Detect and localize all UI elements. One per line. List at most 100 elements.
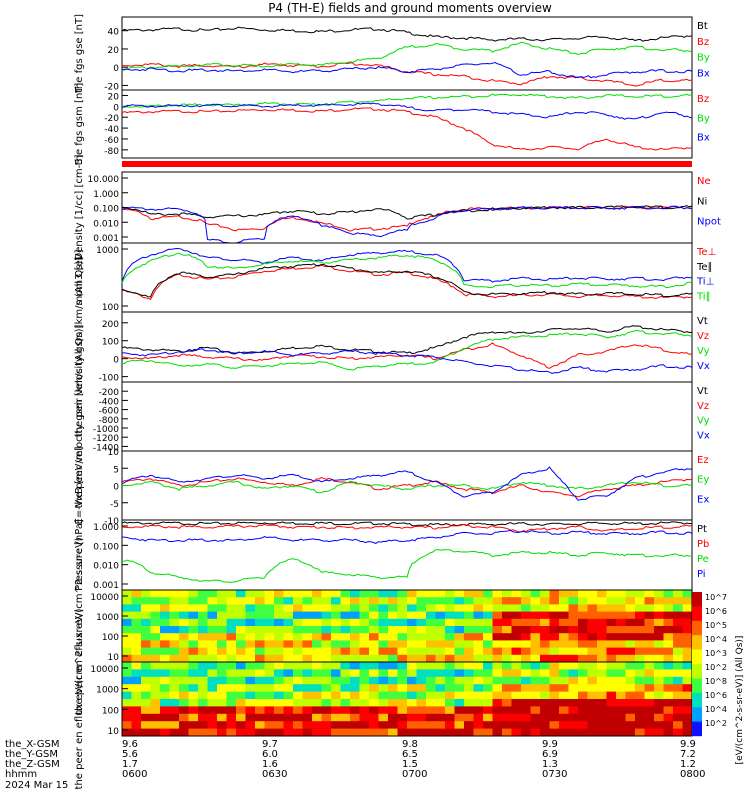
heatmap-cell bbox=[388, 618, 398, 627]
footer-value: 5.6 bbox=[122, 749, 138, 760]
colorbar-swatch bbox=[692, 649, 702, 665]
heatmap-cell bbox=[122, 691, 132, 700]
heatmap-cell bbox=[473, 618, 484, 627]
heatmap-cell bbox=[302, 728, 313, 737]
heatmap-cell bbox=[597, 721, 607, 730]
panel-frame bbox=[121, 89, 693, 159]
heatmap-cell bbox=[587, 721, 598, 730]
heatmap-cell bbox=[236, 669, 246, 678]
heatmap-cell bbox=[169, 597, 180, 605]
heatmap-cell bbox=[359, 626, 370, 634]
heatmap-cell bbox=[293, 611, 303, 620]
y-tick-label: 0.010 bbox=[93, 219, 119, 229]
heatmap-cell bbox=[473, 640, 484, 649]
series-Bz bbox=[121, 62, 693, 87]
heatmap-cell bbox=[616, 590, 626, 598]
heatmap-cell bbox=[302, 684, 313, 693]
heatmap-cell bbox=[217, 728, 227, 737]
heatmap-cell bbox=[312, 604, 322, 613]
heatmap-cell bbox=[264, 611, 275, 620]
heatmap-cell bbox=[578, 684, 588, 693]
heatmap-cell bbox=[511, 590, 522, 598]
heatmap-cell bbox=[416, 626, 427, 634]
heatmap-cell bbox=[540, 647, 550, 656]
heatmap-cell bbox=[464, 691, 474, 700]
heatmap-cell bbox=[435, 611, 446, 620]
heatmap-cell bbox=[350, 662, 360, 670]
y-axis-label: the peer velocity gsm [km/s (All Qs)] bbox=[74, 324, 85, 508]
heatmap-cell bbox=[483, 676, 493, 685]
panel-7: Pressure [nPa] bbox=[74, 519, 693, 591]
heatmap-cell bbox=[663, 618, 674, 627]
heatmap-cell bbox=[454, 699, 465, 707]
heatmap-cell bbox=[350, 706, 360, 715]
heatmap-cell bbox=[682, 626, 693, 634]
heatmap-cell bbox=[131, 626, 142, 634]
heatmap-cell bbox=[131, 633, 142, 641]
heatmap-cell bbox=[264, 618, 275, 627]
heatmap-cell bbox=[492, 721, 503, 730]
heatmap-cell bbox=[369, 713, 379, 722]
heatmap-cell bbox=[616, 654, 626, 663]
heatmap-cell bbox=[312, 626, 322, 634]
heatmap-cell bbox=[597, 618, 607, 627]
legend-Vz: Vz bbox=[697, 331, 709, 342]
heatmap-cell bbox=[188, 691, 199, 700]
y-tick-label: 20 bbox=[108, 92, 120, 102]
heatmap-cell bbox=[388, 640, 398, 649]
heatmap-cell bbox=[492, 728, 503, 737]
heatmap-cell bbox=[483, 713, 493, 722]
heatmap-cell bbox=[445, 684, 455, 693]
heatmap-cell bbox=[435, 590, 446, 598]
heatmap-cell bbox=[255, 706, 265, 715]
heatmap-cell bbox=[521, 713, 531, 722]
heatmap-cell bbox=[245, 626, 256, 634]
heatmap-cell bbox=[635, 706, 645, 715]
heatmap-cell bbox=[331, 654, 341, 663]
heatmap-cell bbox=[179, 633, 189, 641]
heatmap-cell bbox=[407, 654, 417, 663]
heatmap-cell bbox=[321, 654, 332, 663]
y-axis-label: E=-VxB [mV/m] bbox=[74, 446, 85, 524]
heatmap-cell bbox=[293, 633, 303, 641]
y-tick-label: 1000 bbox=[96, 686, 119, 696]
heatmap-cell bbox=[359, 618, 370, 627]
heatmap-cell bbox=[141, 713, 151, 722]
heatmap-cell bbox=[473, 647, 484, 656]
heatmap-cell bbox=[625, 721, 636, 730]
heatmap-cell bbox=[179, 618, 189, 627]
y-tick-label: -5 bbox=[110, 500, 119, 510]
heatmap-cell bbox=[435, 633, 446, 641]
y-tick-label: -80 bbox=[104, 147, 119, 157]
heatmap-cell bbox=[530, 604, 541, 613]
heatmap-cell bbox=[141, 604, 151, 613]
heatmap-cell bbox=[426, 640, 436, 649]
heatmap-cell bbox=[217, 597, 227, 605]
heatmap-cell bbox=[198, 597, 208, 605]
heatmap-cell bbox=[416, 604, 427, 613]
heatmap-cell bbox=[150, 611, 161, 620]
panel-6: E=-VxB [mV/m] bbox=[74, 446, 693, 525]
heatmap-cell bbox=[625, 684, 636, 693]
heatmap-cell bbox=[559, 604, 569, 613]
series-Te∥ bbox=[121, 263, 693, 298]
heatmap-cell bbox=[359, 699, 370, 707]
heatmap-cell bbox=[540, 640, 550, 649]
heatmap-cell bbox=[540, 713, 550, 722]
heatmap-cell bbox=[198, 669, 208, 678]
panel-3: mom3 [eV] bbox=[74, 242, 693, 313]
heatmap-cell bbox=[302, 597, 313, 605]
heatmap-cell bbox=[426, 699, 436, 707]
heatmap-cell bbox=[625, 676, 636, 685]
heatmap-cell bbox=[131, 699, 142, 707]
heatmap-cell bbox=[236, 721, 246, 730]
heatmap-cell bbox=[654, 713, 664, 722]
heatmap-cell bbox=[407, 597, 417, 605]
heatmap-cell bbox=[426, 669, 436, 678]
heatmap-cell bbox=[312, 721, 322, 730]
series-Vt bbox=[121, 325, 693, 355]
heatmap-cell bbox=[321, 662, 332, 670]
heatmap-cell bbox=[454, 640, 465, 649]
heatmap-cell bbox=[255, 713, 265, 722]
heatmap-cell bbox=[502, 654, 512, 663]
